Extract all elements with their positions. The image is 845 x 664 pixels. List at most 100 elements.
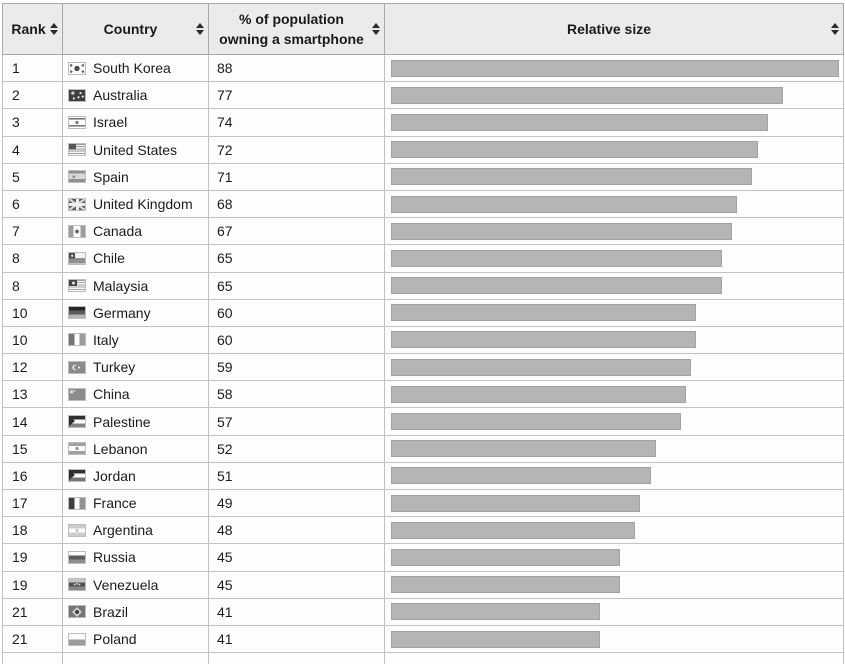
header-relative-size[interactable]: Relative size <box>384 3 844 55</box>
relative-size-bar <box>391 86 783 104</box>
country-flag-icon <box>68 415 86 429</box>
country-name: Australia <box>93 87 148 104</box>
percent-cell: 88 <box>208 53 385 83</box>
rank-cell: 3 <box>2 108 63 137</box>
country-name: United States <box>93 141 178 158</box>
country-flag-icon <box>68 197 86 211</box>
percent-cell: 59 <box>208 353 385 382</box>
rank-cell: 6 <box>2 189 63 219</box>
sort-icon[interactable] <box>50 23 58 35</box>
country-flag-icon <box>68 387 86 401</box>
relative-size-cell <box>384 162 844 191</box>
sort-icon[interactable] <box>372 23 380 35</box>
sort-icon[interactable] <box>831 23 839 35</box>
country-cell: China <box>62 380 209 409</box>
percent-cell: 41 <box>208 597 385 626</box>
relative-size-cell <box>384 271 844 300</box>
country-name: Palestine <box>93 413 151 430</box>
relative-size-cell <box>384 81 844 110</box>
relative-size-bar <box>391 277 722 295</box>
smartphone-ownership-table: Rank Country % of population owning a sm… <box>2 3 844 664</box>
table-row: 8 Malaysia 65 <box>2 271 844 300</box>
table-row: 7 Canada 67 <box>2 217 844 246</box>
percent-cell: 68 <box>208 189 385 219</box>
rank-cell: 18 <box>2 516 63 545</box>
rank-cell: 2 <box>2 81 63 110</box>
country-cell: France <box>62 488 209 518</box>
relative-size-bar <box>391 630 600 648</box>
relative-size-cell <box>384 108 844 137</box>
country-flag-icon <box>68 360 86 374</box>
percent-cell <box>208 652 385 664</box>
country-flag-icon <box>68 115 86 129</box>
table-row: 3 Israel 74 <box>2 108 844 137</box>
relative-size-bar <box>391 195 737 213</box>
percent-cell: 49 <box>208 488 385 518</box>
header-country-label: Country <box>103 20 158 37</box>
country-name: Canada <box>93 223 143 240</box>
sort-icon[interactable] <box>196 23 204 35</box>
relative-size-cell <box>384 325 844 355</box>
table-row: 21 Brazil 41 <box>2 597 844 626</box>
header-percent-label: % of population owning a smartphone <box>219 10 364 47</box>
rank-cell: 19 <box>2 543 63 572</box>
country-cell: Germany <box>62 298 209 327</box>
country-cell: Argentina <box>62 516 209 545</box>
rank-cell: 16 <box>2 461 63 491</box>
country-name: China <box>93 386 130 403</box>
table-row: 6 United Kingdom 68 <box>2 189 844 219</box>
country-cell: Italy <box>62 325 209 355</box>
country-flag-icon <box>68 143 86 157</box>
relative-size-cell <box>384 244 844 273</box>
relative-size-bar <box>391 467 651 485</box>
relative-size-bar <box>391 358 691 376</box>
table-row: 17 France 49 <box>2 488 844 518</box>
table-row: 4 United States 72 <box>2 135 844 164</box>
relative-size-cell <box>384 380 844 409</box>
rank-cell: 1 <box>2 53 63 83</box>
country-cell: Chile <box>62 244 209 273</box>
country-flag-icon <box>68 469 86 483</box>
relative-size-bar <box>391 59 839 77</box>
relative-size-bar <box>391 385 686 403</box>
header-rank[interactable]: Rank <box>2 3 63 55</box>
country-cell: Canada <box>62 217 209 246</box>
relative-size-bar <box>391 413 681 431</box>
country-cell: United Kingdom <box>62 189 209 219</box>
rank-cell: 13 <box>2 380 63 409</box>
country-cell: Russia <box>62 543 209 572</box>
table-row: 14 Palestine 57 <box>2 407 844 436</box>
table-row: 15 Lebanon 52 <box>2 434 844 463</box>
country-name: Jordan <box>93 467 136 484</box>
country-cell: Israel <box>62 108 209 137</box>
country-flag-icon <box>68 605 86 619</box>
header-country[interactable]: Country <box>62 3 209 55</box>
header-rank-label: Rank <box>11 20 46 37</box>
relative-size-cell <box>384 624 844 654</box>
table-row: 10 Germany 60 <box>2 298 844 327</box>
relative-size-bar <box>391 222 732 240</box>
rank-cell: 8 <box>2 244 63 273</box>
percent-cell: 60 <box>208 298 385 327</box>
country-flag-icon <box>68 442 86 456</box>
relative-size-cell <box>384 516 844 545</box>
header-percent[interactable]: % of population owning a smartphone <box>208 3 385 55</box>
country-cell: Venezuela <box>62 570 209 599</box>
country-name: Israel <box>93 114 128 131</box>
percent-cell: 71 <box>208 162 385 191</box>
percent-cell: 51 <box>208 461 385 491</box>
rank-cell: 10 <box>2 298 63 327</box>
relative-size-cell <box>384 434 844 463</box>
percent-cell: 48 <box>208 516 385 545</box>
country-name: Brazil <box>93 603 129 620</box>
relative-size-cell <box>384 570 844 599</box>
relative-size-cell <box>384 189 844 219</box>
table-row: 1 South Korea 88 <box>2 53 844 83</box>
country-cell: Turkey <box>62 353 209 382</box>
table-row: 16 Jordan 51 <box>2 461 844 491</box>
table-row: 18 Argentina 48 <box>2 516 844 545</box>
relative-size-bar <box>391 576 620 594</box>
percent-cell: 52 <box>208 434 385 463</box>
country-name: Italy <box>93 331 119 348</box>
country-name: Turkey <box>93 359 136 376</box>
